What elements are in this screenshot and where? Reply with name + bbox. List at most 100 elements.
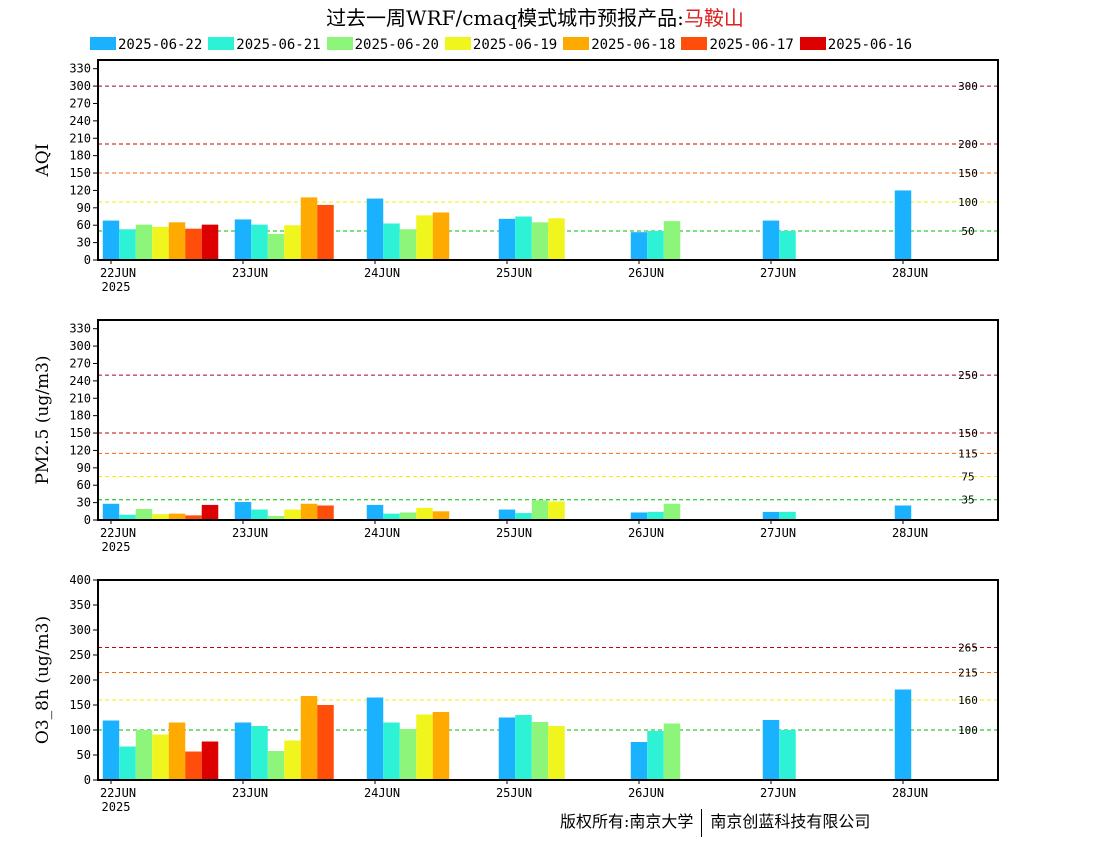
legend-item: 2025-06-16 bbox=[799, 34, 912, 53]
y-tick-label: 30 bbox=[77, 236, 91, 250]
plot-frame bbox=[97, 59, 999, 261]
threshold-label: 150 bbox=[958, 167, 978, 180]
copyright-separator bbox=[701, 808, 703, 837]
x-tick-label: 23JUN bbox=[232, 786, 268, 800]
copyright: 版权所有:南京大学 南京创蓝科技有限公司 bbox=[560, 808, 870, 837]
legend-swatch bbox=[90, 37, 116, 50]
legend-swatch bbox=[208, 37, 235, 50]
bar-2025-06-20 bbox=[663, 723, 681, 780]
bar-2025-06-22 bbox=[234, 722, 252, 780]
bar-2025-06-20 bbox=[135, 730, 153, 780]
y-tick-label: 200 bbox=[69, 673, 91, 687]
bar-2025-06-16 bbox=[201, 741, 219, 780]
bar-2025-06-22 bbox=[102, 720, 120, 780]
title-city: 马鞍山 bbox=[683, 6, 744, 30]
legend-swatch bbox=[681, 37, 708, 50]
bar-2025-06-20 bbox=[399, 229, 417, 260]
bar-2025-06-22 bbox=[498, 509, 516, 520]
x-tick-label: 28JUN bbox=[892, 786, 928, 800]
y-tick-label: 30 bbox=[77, 496, 91, 510]
bar-2025-06-17 bbox=[317, 705, 334, 780]
bar-2025-06-19 bbox=[548, 218, 565, 260]
bar-2025-06-16 bbox=[201, 504, 219, 520]
threshold-label: 115 bbox=[958, 447, 978, 460]
title-prefix: 过去一周WRF/cmaq模式城市预报产品: bbox=[326, 6, 684, 30]
bar-2025-06-19 bbox=[284, 509, 301, 520]
threshold-label: 215 bbox=[958, 667, 978, 680]
bar-2025-06-18 bbox=[432, 511, 450, 520]
chart-title: 过去一周WRF/cmaq模式城市预报产品:马鞍山 bbox=[0, 2, 1070, 31]
bar-2025-06-20 bbox=[399, 512, 417, 520]
bar-2025-06-17 bbox=[317, 204, 334, 260]
y-tick-label: 0 bbox=[84, 253, 91, 267]
bar-2025-06-19 bbox=[152, 514, 169, 520]
y-tick-label: 330 bbox=[69, 322, 91, 336]
bar-2025-06-20 bbox=[531, 222, 549, 260]
threshold-label: 160 bbox=[958, 694, 978, 707]
legend-item: 2025-06-18 bbox=[563, 34, 675, 53]
legend-label: 2025-06-20 bbox=[354, 37, 439, 53]
bar-2025-06-18 bbox=[432, 712, 450, 780]
bar-2025-06-20 bbox=[135, 508, 153, 520]
bar-2025-06-21 bbox=[251, 509, 268, 520]
bar-2025-06-21 bbox=[515, 216, 532, 260]
bar-2025-06-20 bbox=[663, 221, 681, 260]
bar-2025-06-17 bbox=[185, 228, 202, 260]
x-tick-label: 25JUN bbox=[496, 786, 532, 800]
x-tick-label: 27JUN bbox=[760, 526, 796, 540]
bar-2025-06-22 bbox=[498, 218, 516, 260]
bar-2025-06-19 bbox=[152, 734, 169, 780]
bar-2025-06-22 bbox=[762, 720, 780, 780]
bar-2025-06-22 bbox=[366, 697, 384, 780]
y-tick-label: 300 bbox=[69, 623, 91, 637]
y-tick-label: 90 bbox=[77, 461, 91, 475]
bar-2025-06-20 bbox=[267, 751, 285, 780]
y-tick-label: 0 bbox=[84, 773, 91, 787]
bar-2025-06-18 bbox=[300, 696, 318, 780]
y-tick-label: 90 bbox=[77, 201, 91, 215]
y-tick-label: 270 bbox=[69, 96, 91, 110]
y-tick-label: 100 bbox=[69, 723, 91, 737]
legend-label: 2025-06-22 bbox=[118, 37, 203, 53]
bar-2025-06-22 bbox=[366, 198, 384, 260]
x-year-label: 2025 bbox=[102, 540, 131, 554]
x-tick-label: 23JUN bbox=[232, 266, 268, 280]
y-tick-label: 210 bbox=[69, 131, 91, 145]
bar-2025-06-21 bbox=[119, 514, 136, 520]
bar-2025-06-18 bbox=[300, 197, 318, 260]
bar-2025-06-16 bbox=[201, 224, 219, 260]
bar-2025-06-19 bbox=[416, 215, 433, 260]
bar-2025-06-19 bbox=[416, 507, 433, 520]
bar-2025-06-22 bbox=[366, 504, 384, 520]
y-tick-label: 150 bbox=[69, 426, 91, 440]
threshold-label: 300 bbox=[958, 80, 978, 93]
bar-2025-06-22 bbox=[630, 512, 648, 520]
bar-2025-06-17 bbox=[185, 515, 202, 520]
y-tick-label: 60 bbox=[77, 478, 91, 492]
x-tick-label: 27JUN bbox=[760, 266, 796, 280]
bar-2025-06-22 bbox=[894, 505, 912, 520]
bar-2025-06-18 bbox=[168, 513, 186, 520]
x-tick-label: 24JUN bbox=[364, 526, 400, 540]
y-tick-label: 300 bbox=[69, 79, 91, 93]
legend-item: 2025-06-22 bbox=[90, 34, 202, 53]
y-axis-label: O3_8h (ug/m3) bbox=[33, 616, 53, 744]
y-tick-label: 330 bbox=[69, 62, 91, 76]
x-year-label: 2025 bbox=[102, 280, 131, 294]
bar-2025-06-19 bbox=[284, 225, 301, 260]
bar-2025-06-22 bbox=[762, 511, 780, 520]
y-tick-label: 300 bbox=[69, 339, 91, 353]
bar-2025-06-21 bbox=[515, 513, 532, 520]
bar-2025-06-19 bbox=[152, 226, 169, 260]
y-tick-label: 180 bbox=[69, 149, 91, 163]
x-tick-label: 24JUN bbox=[364, 266, 400, 280]
x-tick-label: 24JUN bbox=[364, 786, 400, 800]
bar-2025-06-18 bbox=[168, 722, 186, 780]
bar-2025-06-22 bbox=[894, 190, 912, 260]
legend-label: 2025-06-18 bbox=[591, 37, 676, 53]
y-tick-label: 400 bbox=[69, 573, 91, 587]
x-tick-label: 25JUN bbox=[496, 526, 532, 540]
x-year-label: 2025 bbox=[102, 800, 131, 814]
threshold-label: 75 bbox=[961, 471, 974, 484]
